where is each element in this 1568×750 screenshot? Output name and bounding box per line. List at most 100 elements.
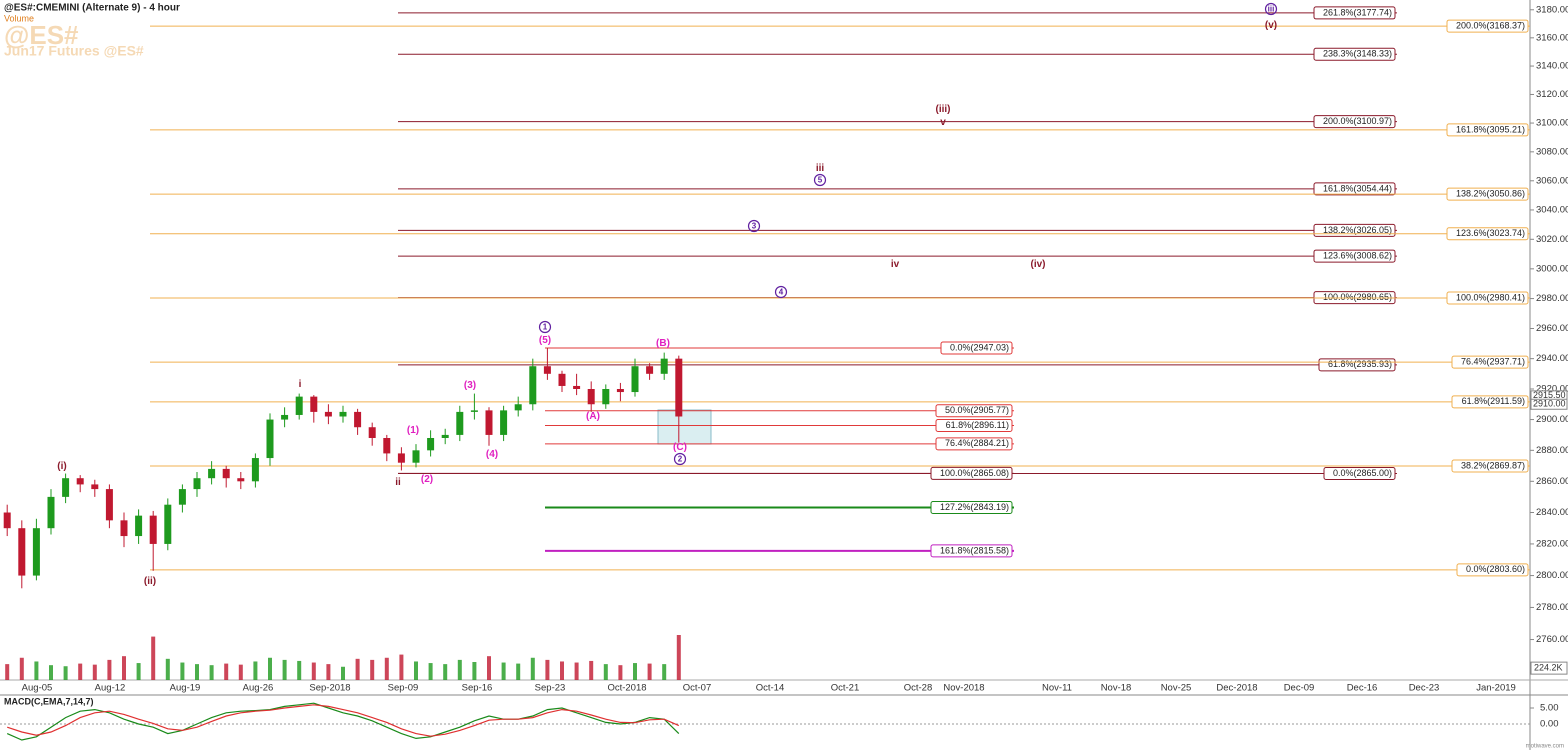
y-tick-label: 2840.00 (1536, 507, 1568, 518)
volume-bar (282, 659, 287, 680)
wave-circle (673, 452, 687, 466)
candle-body (120, 520, 128, 537)
x-tick-label: Dec-23 (1409, 683, 1440, 694)
fib-label: 0.0%(2803.60) (1466, 564, 1525, 574)
fib-label-box (930, 544, 1013, 558)
y-tick-label: 2820.00 (1536, 538, 1568, 549)
y-tick-label: 3000.00 (1536, 263, 1568, 274)
volume-bar (268, 657, 272, 680)
volume-bar (49, 665, 53, 680)
fib-label-box (1446, 19, 1529, 33)
candle-body (62, 478, 70, 497)
candle-body (47, 496, 55, 529)
x-tick-label: Nov-18 (1101, 683, 1132, 694)
volume-bar (574, 662, 579, 680)
x-tick-label: Aug-19 (170, 683, 201, 694)
candle-body (470, 410, 478, 412)
volume-marker-box (1530, 661, 1568, 675)
wave-label: i (299, 379, 302, 390)
candle-body (91, 484, 99, 490)
x-tick-label: Oct-28 (904, 683, 933, 694)
wave-label: 4 (779, 288, 784, 297)
y-tick-label: 3040.00 (1536, 204, 1568, 215)
y-tick-label: 3060.00 (1536, 175, 1568, 186)
wave-label: (2) (421, 474, 433, 485)
wave-label: 5 (818, 176, 823, 185)
volume-bar (662, 664, 667, 680)
candle-body (164, 504, 172, 544)
y-tick-label: 2880.00 (1536, 445, 1568, 456)
fib-label: 38.2%(2869.87) (1461, 460, 1525, 470)
macd-title: MACD(C,EMA,7,14,7) (4, 696, 94, 706)
fib-label: 127.2%(2843.19) (940, 502, 1009, 512)
candle-body (441, 434, 449, 438)
wave-label: 2 (678, 455, 683, 464)
x-tick-label: Oct-21 (831, 683, 860, 694)
volume-bar (355, 658, 360, 680)
candle-body (339, 411, 347, 417)
fib-label: 61.8%(2935.93) (1328, 359, 1392, 369)
fib-label-box (930, 501, 1013, 515)
wave-label: (A) (586, 411, 600, 422)
fib-label: 100.0%(2980.65) (1323, 292, 1392, 302)
volume-bar (399, 654, 404, 680)
x-tick-label: Aug-26 (243, 683, 274, 694)
volume-bar (443, 664, 448, 680)
fib-label: 76.4%(2937.71) (1461, 356, 1525, 366)
wave-circle (1264, 2, 1278, 16)
target-zone (657, 409, 712, 445)
x-tick-label: Sep-2018 (309, 683, 350, 694)
volume-bar (311, 662, 316, 680)
volume-bar (414, 661, 418, 680)
fib-label-box (1446, 227, 1529, 241)
fib-label: 61.8%(2896.11) (946, 420, 1009, 430)
candle-body (222, 468, 230, 479)
x-tick-label: Jan-2019 (1476, 683, 1516, 694)
x-tick-label: Sep-16 (462, 683, 493, 694)
candle-body (616, 389, 624, 393)
candle-body (178, 489, 186, 505)
price-marker: 2915.50 (1533, 390, 1566, 400)
candle-body (383, 437, 391, 454)
wave-circle (538, 320, 552, 334)
candle-body (456, 411, 464, 435)
candle-body (310, 396, 318, 412)
volume-bar (487, 656, 491, 680)
volume-bar (647, 663, 652, 680)
volume-bar (676, 635, 681, 680)
fib-label-box (935, 437, 1013, 451)
fib-label-box (935, 404, 1013, 418)
y-tick-label: 3140.00 (1536, 61, 1568, 72)
y-tick-label: 3160.00 (1536, 32, 1568, 43)
wave-label: ii (395, 477, 401, 488)
wave-circle (747, 219, 761, 233)
price-marker: 2910.00 (1533, 399, 1566, 409)
candle-body (251, 458, 259, 482)
fib-label-box (1313, 182, 1396, 196)
volume-bar (618, 665, 623, 680)
fib-label-box (1313, 249, 1396, 263)
volume-bar (19, 657, 24, 680)
watermark-sub: Jun17 Futures @ES# (4, 43, 144, 59)
volume-bar (238, 664, 243, 680)
wave-label: (3) (464, 380, 476, 391)
fib-label-box (1446, 291, 1529, 305)
volume-bar (589, 660, 594, 680)
fib-label: 161.8%(3095.21) (1456, 124, 1525, 134)
y-tick-label: 2960.00 (1536, 323, 1568, 334)
x-tick-label: Nov-11 (1042, 683, 1072, 694)
fib-label: 0.0%(2865.00) (1333, 468, 1392, 478)
fib-label: 100.0%(2980.41) (1456, 292, 1525, 302)
volume-bar (165, 658, 170, 680)
wave-label: (5) (539, 335, 551, 346)
candle-body (105, 489, 113, 521)
candle-body (32, 528, 40, 576)
volume-bar (180, 662, 185, 680)
volume-bar (34, 661, 39, 680)
candle-body (208, 468, 216, 479)
candle-body (412, 450, 420, 463)
wave-label: iii (816, 163, 825, 174)
y-tick-label: 2800.00 (1536, 570, 1568, 581)
fib-label: 161.8%(3054.44) (1323, 183, 1392, 193)
